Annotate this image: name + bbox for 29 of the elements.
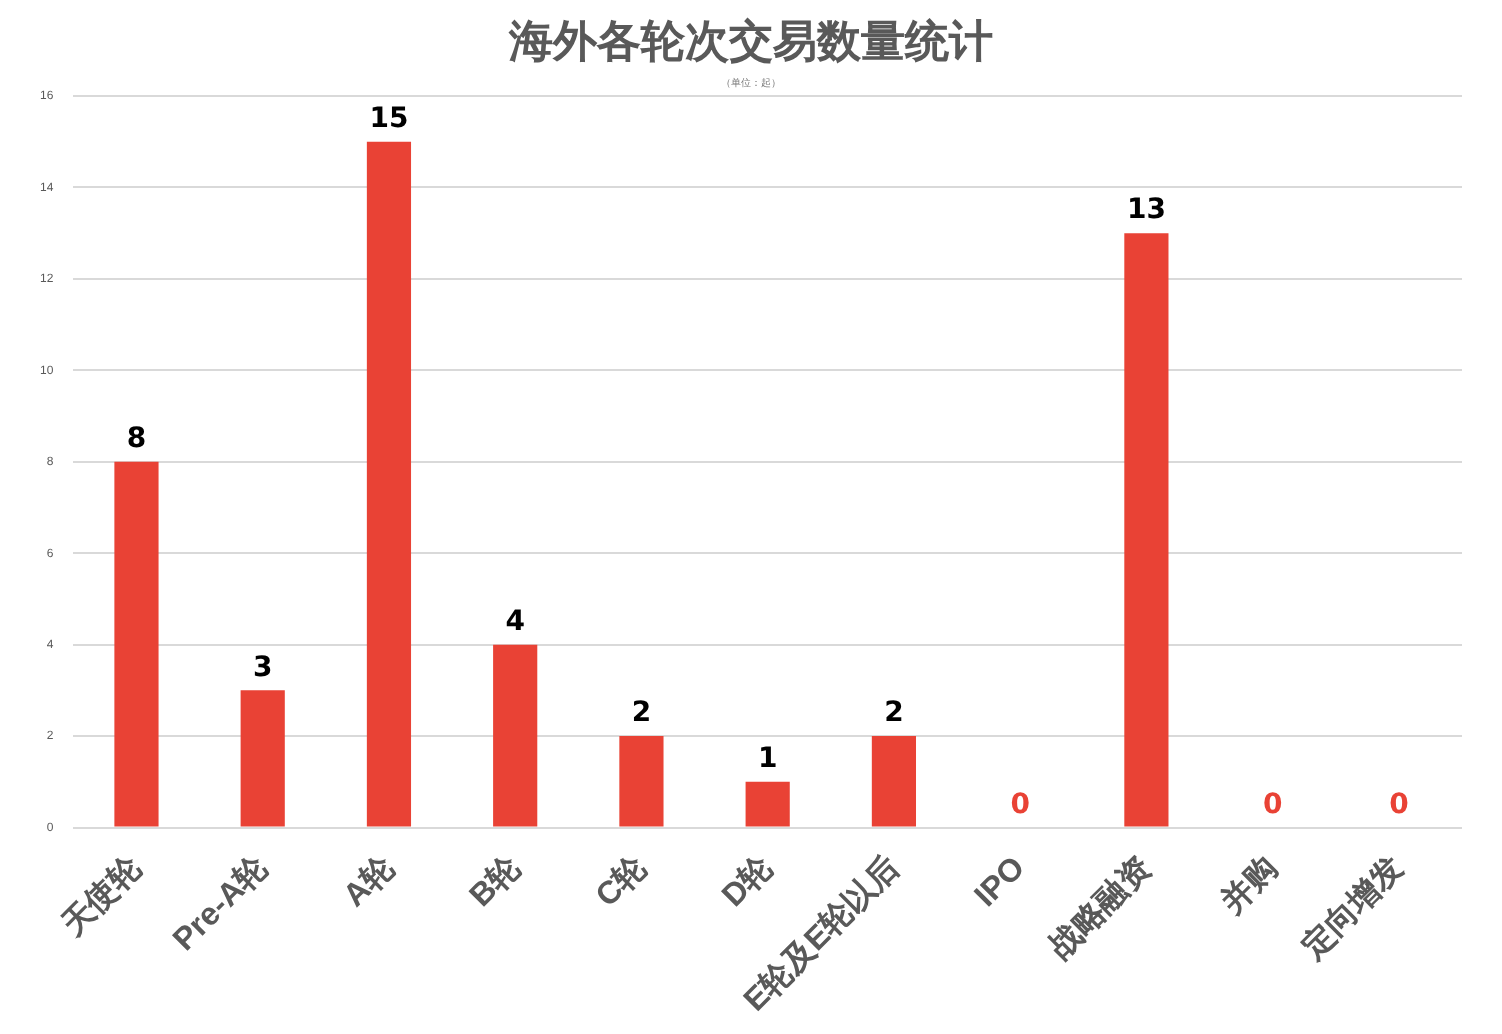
x-tick-label: B轮 [462, 848, 529, 914]
data-label: 3 [252, 651, 273, 684]
x-tick-label: 战略融资 [1042, 849, 1159, 966]
data-label: 15 [369, 103, 409, 135]
data-label: 0 [1389, 788, 1410, 821]
data-label: 13 [1126, 194, 1166, 227]
x-tick-label: A轮 [336, 848, 403, 914]
bar [366, 141, 412, 827]
bar [493, 644, 538, 827]
x-tick-label: 天使轮 [53, 848, 150, 945]
chart-title: 海外各轮次交易数量统计 [506, 15, 995, 72]
data-label: 4 [505, 605, 526, 638]
x-tick-label: IPO [969, 850, 1033, 914]
data-label: 2 [631, 697, 652, 730]
data-label: 8 [126, 423, 147, 456]
bar [745, 781, 790, 827]
bar [114, 461, 159, 827]
bar [240, 690, 285, 827]
x-tick-label: D轮 [715, 848, 781, 914]
x-tick-label: C轮 [588, 848, 655, 914]
data-label: 0 [1262, 788, 1283, 821]
data-label: 2 [884, 697, 904, 730]
data-label: 0 [1010, 788, 1031, 821]
x-tick-label: 并购 [1212, 849, 1285, 922]
x-tick-label: 定向增发 [1293, 849, 1411, 967]
bar [871, 736, 917, 827]
bar [619, 736, 664, 827]
bar [1124, 233, 1169, 827]
data-label: 1 [757, 743, 778, 776]
